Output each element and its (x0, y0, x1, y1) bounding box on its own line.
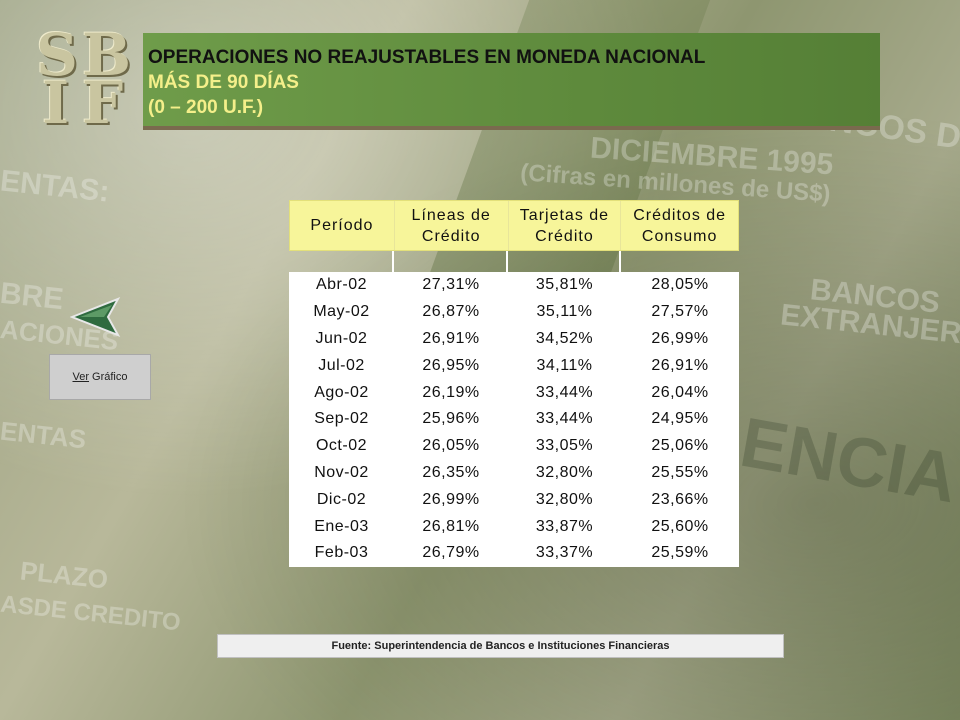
ver-grafico-button[interactable]: Ver Gráfico (49, 354, 151, 400)
cell-periodo: Ene-03 (314, 517, 369, 535)
cell-consumo: 26,91% (651, 356, 709, 374)
cell-consumo: 26,04% (651, 383, 709, 401)
cell-periodo: Jul-02 (318, 356, 365, 374)
cell-tarjetas: 33,44% (535, 410, 594, 428)
cell-lineas: 26,95% (422, 356, 480, 374)
cell-tarjetas: 35,11% (536, 303, 593, 321)
ver-grafico-label: Gráfico (92, 371, 128, 383)
page-range: (0 – 200 U.F.) (148, 97, 264, 118)
cell-consumo: 25,55% (651, 463, 709, 481)
cell-tarjetas: 33,37% (535, 544, 594, 562)
cell-tarjetas: 34,52% (535, 329, 594, 347)
cell-tarjetas: 33,05% (535, 437, 594, 455)
cell-consumo: 24,95% (651, 410, 709, 428)
source-note: Fuente: Superintendencia de Bancos e Ins… (217, 634, 784, 658)
header-periodo: Período (290, 201, 395, 250)
cell-consumo: 26,99% (651, 329, 709, 347)
cell-periodo: Jun-02 (315, 329, 368, 347)
page-subtitle: MÁS DE 90 DÍAS (148, 72, 299, 93)
table-spacer (289, 251, 739, 272)
header-lineas-credito: Líneas de Crédito (395, 201, 509, 250)
table-row: Oct-02 26,05% 33,05% 25,06% (289, 433, 739, 460)
cell-lineas: 26,99% (422, 490, 480, 508)
cell-tarjetas: 33,87% (535, 517, 594, 535)
header-tarjetas-credito: Tarjetas de Crédito (509, 201, 622, 250)
logo-letter-f: F (82, 69, 124, 137)
cell-periodo: Ago-02 (314, 383, 369, 401)
logo-letter-s: S (36, 21, 78, 89)
logo-letter-i: I (42, 69, 70, 137)
cell-consumo: 23,66% (651, 490, 709, 508)
logo-letter-b: B (82, 21, 132, 89)
table-row: May-02 26,87% 35,11% 27,57% (289, 299, 739, 326)
cell-lineas: 26,19% (422, 383, 480, 401)
cell-periodo: May-02 (313, 303, 370, 321)
table-row: Ene-03 26,81% 33,87% 25,60% (289, 513, 739, 540)
cell-consumo: 25,59% (651, 544, 709, 562)
table-header: Período Líneas de Crédito Tarjetas de Cr… (289, 200, 739, 251)
cell-periodo: Nov-02 (314, 463, 369, 481)
cell-tarjetas: 34,11% (536, 356, 593, 374)
back-arrow-icon[interactable] (69, 297, 122, 337)
table-row: Jun-02 26,91% 34,52% 26,99% (289, 326, 739, 353)
cell-consumo: 28,05% (651, 276, 709, 294)
cell-lineas: 26,81% (422, 517, 480, 535)
page-title: OPERACIONES NO REAJUSTABLES EN MONEDA NA… (148, 47, 706, 68)
table-body: Abr-02 27,31% 35,81% 28,05% May-02 26,87% 35,1… (289, 272, 739, 567)
table-row: Abr-02 27,31% 35,81% 28,05% (289, 272, 739, 299)
cell-lineas: 26,87% (422, 303, 480, 321)
cell-consumo: 27,57% (651, 303, 709, 321)
header-banner: OPERACIONES NO REAJUSTABLES EN MONEDA NA… (143, 33, 880, 130)
cell-tarjetas: 33,44% (535, 383, 594, 401)
table-row: Feb-03 26,79% 33,37% 25,59% (289, 540, 739, 567)
cell-lineas: 26,35% (422, 463, 480, 481)
cell-lineas: 26,05% (422, 437, 480, 455)
cell-tarjetas: 32,80% (535, 463, 594, 481)
cell-periodo: Dic-02 (316, 490, 367, 508)
table-row: Nov-02 26,35% 32,80% 25,55% (289, 460, 739, 487)
cell-lineas: 27,31% (422, 276, 480, 294)
cell-periodo: Abr-02 (315, 276, 368, 294)
cell-periodo: Sep-02 (314, 410, 369, 428)
ver-link[interactable]: Ver (72, 371, 90, 383)
cell-lineas: 25,96% (422, 410, 480, 428)
cell-tarjetas: 35,81% (535, 276, 594, 294)
cell-periodo: Feb-03 (314, 544, 369, 562)
cell-consumo: 25,60% (651, 517, 709, 535)
cell-lineas: 26,91% (422, 329, 480, 347)
sbif-logo: S B I F (32, 21, 132, 132)
cell-tarjetas: 32,80% (535, 490, 594, 508)
cell-consumo: 25,06% (651, 437, 709, 455)
cell-lineas: 26,79% (422, 544, 480, 562)
table-row: Jul-02 26,95% 34,11% 26,91% (289, 352, 739, 379)
header-creditos-consumo: Créditos de Consumo (633, 206, 727, 245)
table-row: Sep-02 25,96% 33,44% 24,95% (289, 406, 739, 433)
table-row: Dic-02 26,99% 32,80% 23,66% (289, 486, 739, 513)
rates-table: Período Líneas de Crédito Tarjetas de Cr… (289, 200, 739, 567)
table-row: Ago-02 26,19% 33,44% 26,04% (289, 379, 739, 406)
cell-periodo: Oct-02 (315, 437, 367, 455)
